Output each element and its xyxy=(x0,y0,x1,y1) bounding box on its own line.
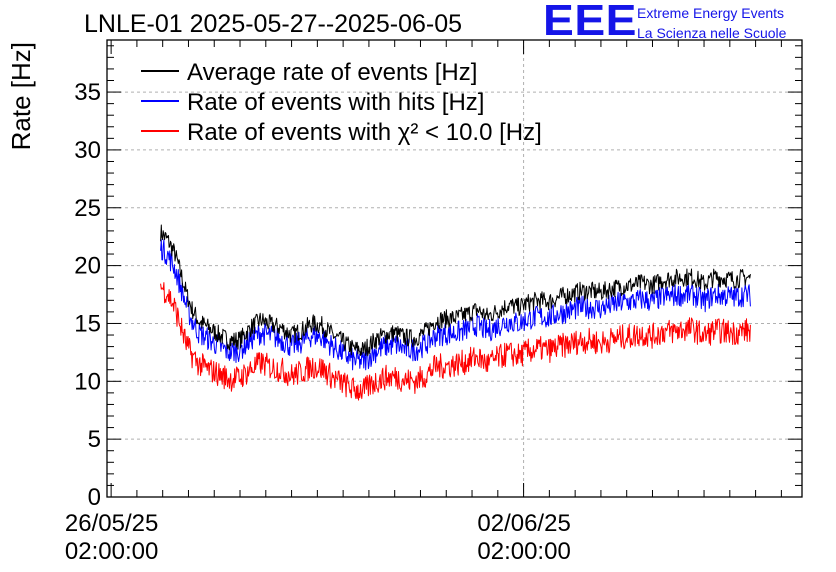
plot-area xyxy=(107,40,802,497)
x-tick-label-date: 02/06/25 xyxy=(477,510,570,537)
x-tick-label-date: 26/05/25 xyxy=(65,510,158,537)
eee-logo-line2: La Scienza nelle Scuole xyxy=(637,25,787,41)
y-axis-label: Rate [Hz] xyxy=(6,42,36,150)
legend-label-1: Rate of events with hits [Hz] xyxy=(187,89,484,116)
series-line-2 xyxy=(160,282,751,401)
x-tick-label-time: 02:00:00 xyxy=(65,538,158,565)
y-tick-label: 25 xyxy=(74,195,101,222)
chart-title: LNLE-01 2025-05-27--2025-06-05 xyxy=(84,10,462,38)
y-tick-label: 30 xyxy=(74,137,101,164)
y-tick-label: 5 xyxy=(88,426,101,453)
plot-frame xyxy=(106,39,803,498)
legend-label-0: Average rate of events [Hz] xyxy=(187,59,477,86)
y-tick-label: 15 xyxy=(74,310,101,337)
series-line-1 xyxy=(160,239,751,371)
y-tick-label: 10 xyxy=(74,368,101,395)
y-tick-label: 35 xyxy=(74,79,101,106)
eee-logo: EEE Extreme Energy Events La Scienza nel… xyxy=(543,0,833,45)
y-tick-label: 0 xyxy=(88,484,101,511)
x-tick-label-time: 02:00:00 xyxy=(477,538,570,565)
y-tick-label: 20 xyxy=(74,253,101,280)
series-line-0 xyxy=(160,224,751,357)
eee-logo-line1: Extreme Energy Events xyxy=(637,5,785,21)
eee-logo-mark: EEE xyxy=(543,0,638,45)
legend-label-2: Rate of events with χ² < 10.0 [Hz] xyxy=(187,119,542,146)
